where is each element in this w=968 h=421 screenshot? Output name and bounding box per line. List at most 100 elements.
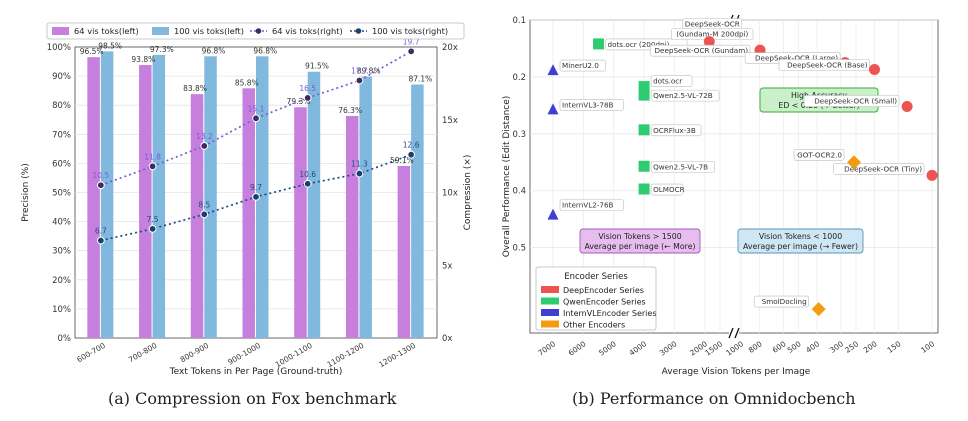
- bar-100-vis-toks-left-1200-1300: [411, 84, 424, 338]
- point-label-box: [650, 75, 693, 87]
- point-value-label: 6.7: [95, 227, 107, 236]
- legend-swatch: [541, 309, 559, 316]
- point-label: InternVL3-78B: [562, 100, 614, 109]
- annotation-text: Average per image (→ Fewer): [743, 242, 858, 251]
- y-tick-label: 0.5: [512, 244, 526, 254]
- x-tick-label: 4000: [627, 339, 648, 357]
- point-deepseek-ocr-gundam-m-200dpi: [703, 36, 715, 48]
- bar-value-label: 96.8%: [253, 46, 277, 55]
- point-label-box: [778, 59, 870, 71]
- point-got-ocr2-0: [847, 155, 862, 170]
- legend-marker: [255, 28, 262, 34]
- bar-100-vis-toks-left-600-700: [100, 51, 114, 339]
- x-tick-label: 800-900: [179, 341, 211, 365]
- legend-swatch: [541, 297, 559, 305]
- y-axis-label: Precision (%): [21, 163, 31, 222]
- point-label: dots.ocr: [653, 77, 682, 86]
- legend-label: Other Encoders: [563, 321, 625, 330]
- axis-break-mark: [728, 327, 734, 339]
- y2-tick-label: 10x: [442, 189, 458, 199]
- point-64-vis-toks-right: [252, 114, 260, 123]
- legend-label: QwenEncoder Series: [563, 298, 646, 307]
- point-64-vis-toks-right: [148, 162, 157, 171]
- point-label-box: [793, 148, 845, 161]
- x-tick-label: 250: [843, 339, 860, 355]
- bar-value-label: 76.3%: [338, 106, 362, 115]
- legend-label: DeepEncoder Series: [563, 286, 644, 295]
- legend-label: 64 vis toks(right): [272, 26, 343, 36]
- bar-value-label: 93.8%: [131, 55, 155, 64]
- y2-tick-label: 0x: [442, 334, 452, 344]
- x-tick-label: 1200-1300: [377, 341, 417, 369]
- y-tick-label: 80%: [52, 101, 71, 111]
- point-label: dots.ocr (200dpi): [608, 40, 670, 49]
- x-tick-label: 6000: [567, 339, 588, 357]
- x-tick-label: 600-700: [75, 341, 107, 365]
- point-value-label: 10.6: [299, 170, 316, 179]
- annotation-text: Average per image (← More): [584, 242, 695, 251]
- point-100-vis-toks-right: [303, 179, 312, 188]
- point-label-box: [650, 89, 720, 102]
- point-qwen2-5-vl-72b: [638, 89, 650, 101]
- legend-label: 64 vis toks(left): [74, 26, 139, 36]
- y-tick-label: 0.3: [512, 130, 526, 140]
- legend-swatch: [541, 286, 559, 293]
- point-label: OLMOCR: [653, 185, 685, 194]
- point-label-box: [650, 44, 751, 57]
- point-label: Qwen2.5-VL-7B: [653, 162, 708, 171]
- y-tick-label: 60%: [52, 159, 71, 169]
- y-tick-label: 40%: [52, 218, 71, 228]
- point-100-vis-toks-right: [148, 224, 157, 233]
- point-label: DeepSeek-OCR (Gundam): [655, 46, 749, 55]
- point-value-label: 8.5: [198, 200, 210, 209]
- bar-64-vis-toks-left-600-700: [87, 57, 100, 339]
- point-value-label: 17.7: [351, 66, 368, 75]
- legend-label: InternVLEncoder Series: [563, 309, 657, 318]
- point-olmocr: [638, 183, 650, 195]
- point-label: GOT-OCR2.0: [797, 150, 842, 159]
- annotation-text: Vision Tokens > 1500: [598, 232, 681, 241]
- y-tick-label: 70%: [52, 130, 71, 140]
- x-tick-label: 5000: [597, 339, 618, 357]
- point-smoldocling: [811, 302, 826, 317]
- x-tick-label: 1500: [703, 339, 724, 357]
- point-label: DeepSeek-OCR (Large): [755, 54, 838, 63]
- bar-64-vis-toks-left-1000-1100: [294, 107, 307, 338]
- bar-64-vis-toks-left-800-900: [190, 94, 204, 338]
- caption-omnidocbench: (b) Performance on Omnidocbench: [572, 389, 856, 408]
- bar-value-label: 96.8%: [202, 46, 226, 55]
- point-label: DeepSeek-OCR (Tiny): [844, 164, 922, 173]
- point-label-box: [753, 295, 809, 308]
- bar-value-label: 98.5%: [98, 41, 122, 50]
- bar-64-vis-toks-left-900-1000: [242, 88, 255, 339]
- point-64-vis-toks-right: [96, 181, 105, 190]
- point-100-vis-toks-right: [355, 169, 364, 178]
- point-label-box: [559, 199, 624, 211]
- bar-value-label: 89.8%: [357, 67, 381, 76]
- bar-value-label: 96.5%: [80, 47, 104, 56]
- point-label: MinerU2.0: [562, 61, 599, 70]
- point-ocrflux-3b: [638, 124, 650, 136]
- point-value-label: 15.1: [248, 104, 265, 113]
- legend-frame: [535, 266, 657, 331]
- bar-64-vis-toks-left-700-800: [139, 65, 152, 339]
- x-tick-label: 500: [786, 339, 803, 355]
- bar-100-vis-toks-left-1100-1200: [359, 76, 372, 338]
- annotation-text: Vision Tokens < 1000: [759, 232, 842, 241]
- bar-64-vis-toks-left-1200-1300: [397, 166, 411, 338]
- y-tick-label: 20%: [52, 276, 71, 286]
- point-value-label: 11.8: [144, 152, 161, 161]
- point-64-vis-toks-right: [200, 142, 209, 150]
- point-label: OCRFlux-3B: [653, 126, 696, 135]
- point-label: (Gundam-M 200dpi): [676, 30, 748, 39]
- point-value-label: 10.5: [93, 171, 110, 180]
- point-label: DeepSeek-OCR (Small): [814, 97, 897, 106]
- point-value-label: 19.7: [403, 37, 420, 46]
- point-value-label: 13.2: [196, 132, 213, 141]
- y-tick-label: 100%: [47, 43, 71, 53]
- point-64-vis-toks-right: [303, 94, 312, 102]
- point-value-label: 9.7: [250, 183, 262, 192]
- bar-100-vis-toks-left-700-800: [152, 54, 166, 339]
- point-label-box: [650, 183, 684, 196]
